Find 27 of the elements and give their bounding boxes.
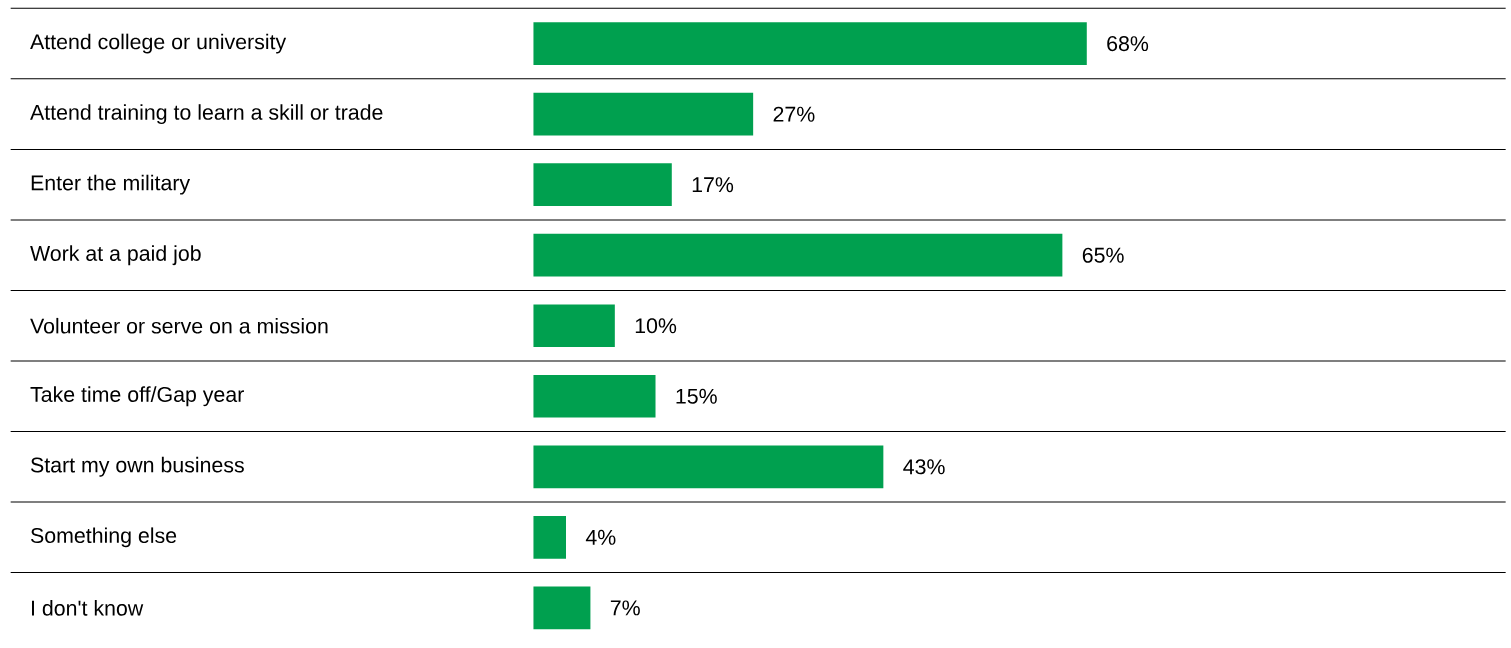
bar bbox=[533, 233, 1063, 277]
data-label: 43% bbox=[903, 459, 945, 475]
y-tick-label: Start my own business bbox=[31, 456, 244, 477]
data-label: 7% bbox=[610, 600, 640, 616]
bar bbox=[533, 374, 656, 418]
y-tick-label: Take time off/Gap year bbox=[30, 386, 244, 407]
data-label: 4% bbox=[585, 529, 616, 545]
y-tick-label: Something else bbox=[31, 527, 177, 548]
data-label: 27% bbox=[773, 106, 815, 122]
y-tick-label: Work at a paid job bbox=[30, 245, 201, 266]
bar bbox=[533, 304, 615, 348]
bar bbox=[533, 586, 591, 630]
y-tick-label: Enter the military bbox=[31, 174, 191, 195]
data-label: 68% bbox=[1107, 35, 1149, 52]
bar bbox=[533, 515, 566, 559]
data-label: 17% bbox=[692, 177, 734, 193]
data-label: 10% bbox=[635, 318, 677, 334]
bar bbox=[533, 22, 1087, 65]
bar bbox=[533, 163, 672, 206]
y-tick-label: I don't know bbox=[32, 599, 144, 616]
y-tick-label: Volunteer or serve on a mission bbox=[30, 317, 328, 334]
bar bbox=[533, 92, 754, 136]
data-label: 65% bbox=[1082, 247, 1124, 263]
data-label: 15% bbox=[676, 388, 717, 404]
bar bbox=[533, 445, 884, 489]
y-tick-label: Attend training to learn a skill or trade bbox=[30, 104, 383, 125]
y-tick-label: Attend college or university bbox=[30, 33, 287, 54]
